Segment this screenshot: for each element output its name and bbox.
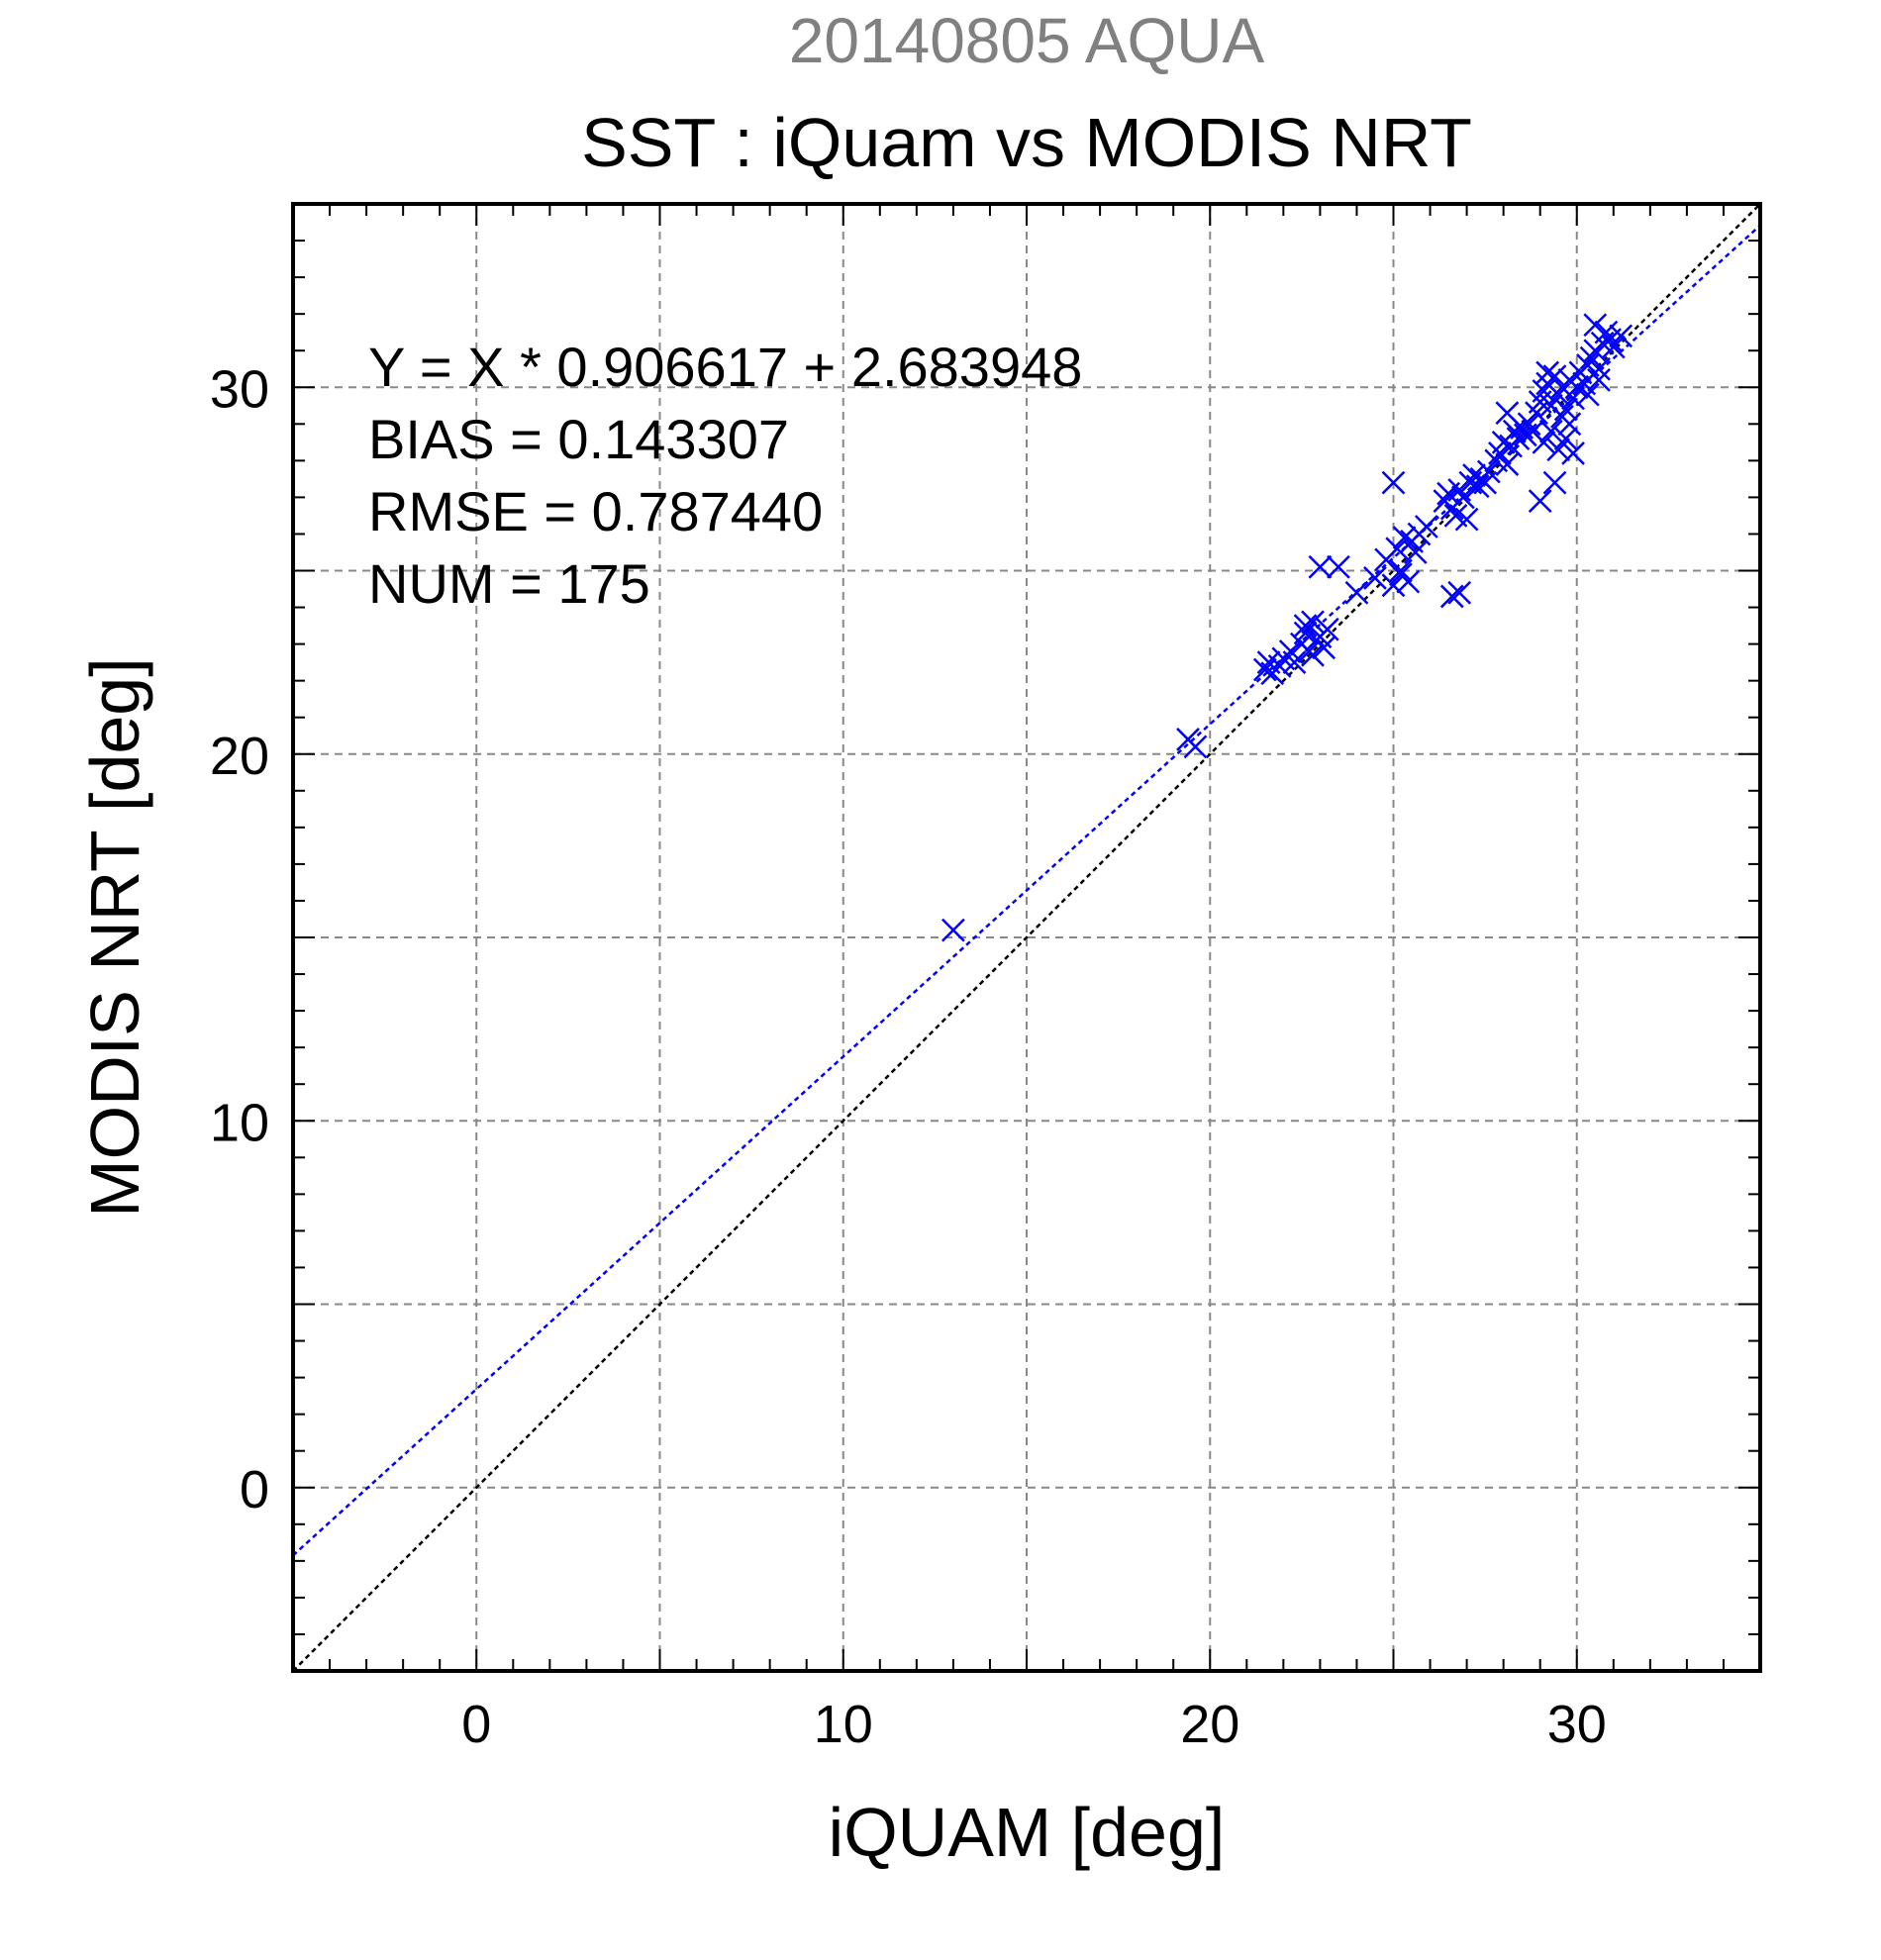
- scatter-point: [1344, 580, 1369, 605]
- reference-lines: [292, 203, 1761, 1672]
- scatter-point: [1403, 540, 1428, 564]
- scatter-point: [1553, 427, 1578, 451]
- fit-line: [292, 224, 1761, 1557]
- scatter-point: [1538, 419, 1563, 443]
- scatter-point: [1447, 580, 1472, 605]
- scatter-point: [1252, 657, 1277, 682]
- scatter-point: [1587, 367, 1611, 392]
- x-tick-label: 20: [1180, 1695, 1239, 1754]
- scatter-point: [1579, 345, 1604, 370]
- scatter-point: [1381, 573, 1406, 598]
- tick-labels: 0 10 20 30 0 10 20 30: [210, 359, 1607, 1754]
- scatter-point: [1561, 441, 1585, 465]
- stats-annotation-line: BIAS = 0.143307: [368, 408, 789, 470]
- scatter-point: [1282, 650, 1307, 675]
- scatter-point: [1439, 584, 1464, 609]
- stats-annotation-line: Y = X * 0.906617 + 2.683948: [368, 336, 1082, 398]
- scatter-point: [1392, 526, 1417, 550]
- scatter-point: [1389, 558, 1413, 583]
- x-axis-label: iQUAM [deg]: [829, 1794, 1226, 1871]
- x-tick-label: 10: [814, 1695, 873, 1754]
- y-tick-label: 30: [210, 359, 269, 419]
- y-tick-label: 0: [240, 1460, 269, 1519]
- scatter-point: [1564, 375, 1589, 400]
- scatter-point: [1308, 554, 1333, 579]
- scatter-point: [1451, 485, 1475, 510]
- scatter-point: [1454, 507, 1479, 532]
- chart-subtitle: SST : iQuam vs MODIS NRT: [581, 104, 1472, 181]
- scatter-point: [941, 918, 965, 942]
- scatter-point: [1546, 382, 1571, 407]
- scatter-point: [1609, 324, 1634, 348]
- scatter-point: [1363, 566, 1387, 590]
- stats-annotations: Y = X * 0.906617 + 2.683948 BIAS = 0.1433…: [368, 336, 1082, 615]
- scatter-point: [1546, 438, 1571, 462]
- scatter-point: [1301, 610, 1325, 635]
- scatter-point: [1183, 735, 1208, 759]
- scatter-point: [1312, 636, 1336, 660]
- stats-annotation-line: NUM = 175: [368, 552, 650, 615]
- scatter-point: [1517, 412, 1541, 437]
- x-tick-label: 0: [461, 1695, 491, 1754]
- scatter-point: [1293, 614, 1318, 637]
- scatter-point: [1594, 320, 1619, 344]
- chart-title: 20140805 AQUA: [789, 5, 1265, 76]
- scatter-point: [1327, 554, 1350, 579]
- scatter-point: [1532, 379, 1556, 403]
- scatter-point: [1385, 537, 1410, 561]
- scatter-point: [1553, 397, 1578, 422]
- plot-frame: [291, 202, 1762, 1673]
- scatter-point: [1293, 621, 1318, 645]
- scatter-point: [1315, 617, 1339, 641]
- stats-annotation-line: RMSE = 0.787440: [368, 480, 823, 542]
- scatter-point: [1381, 470, 1406, 495]
- scatter-point: [1414, 515, 1438, 539]
- scatter-point: [1495, 452, 1520, 476]
- scatter-point: [1535, 360, 1559, 385]
- scatter-point: [1301, 642, 1325, 667]
- scatter-point: [1476, 459, 1501, 484]
- y-tick-label: 10: [210, 1093, 269, 1152]
- scatter-point: [1532, 430, 1556, 454]
- y-tick-label: 20: [210, 727, 269, 786]
- scatter-point: [1542, 364, 1567, 389]
- scatter-point: [1542, 470, 1567, 495]
- scatter-point: [1389, 562, 1413, 587]
- scatter-point: [1495, 401, 1520, 426]
- scatter-point: [1575, 382, 1600, 407]
- grid-lines: [293, 204, 1760, 1671]
- scatter-point: [1528, 489, 1552, 513]
- y-axis-label: MODIS NRT [deg]: [76, 657, 153, 1217]
- data-points: [941, 313, 1634, 942]
- scatter-point: [1587, 356, 1611, 381]
- scatter-point: [1557, 412, 1582, 437]
- scatter-point: [1583, 313, 1608, 338]
- scatter-point: [1601, 335, 1626, 359]
- x-tick-label: 30: [1547, 1695, 1607, 1754]
- scatter-point: [1267, 653, 1292, 678]
- scatter-point: [1465, 474, 1490, 499]
